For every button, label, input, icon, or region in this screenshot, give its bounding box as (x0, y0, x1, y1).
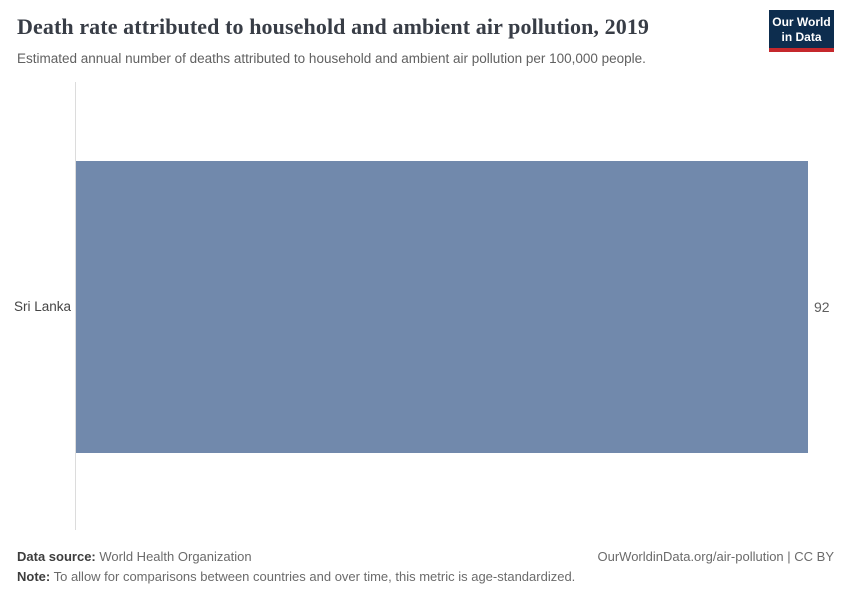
y-axis-line (75, 82, 76, 530)
note-label: Note: (17, 569, 51, 584)
owid-logo[interactable]: Our World in Data (769, 10, 834, 52)
plot-area (76, 161, 808, 453)
note-line: Note: To allow for comparisons between c… (17, 569, 575, 585)
citation-link[interactable]: OurWorldinData.org/air-pollution | CC BY (597, 549, 834, 564)
note-value: To allow for comparisons between countri… (50, 569, 576, 584)
data-source-value: World Health Organization (95, 549, 252, 564)
bar-category-label: Sri Lanka (13, 299, 71, 314)
chart-subtitle: Estimated annual number of deaths attrib… (17, 51, 646, 66)
data-source-line: Data source: World Health Organization (17, 549, 252, 565)
owid-logo-line1: Our World (772, 15, 831, 29)
owid-logo-line2: in Data (781, 29, 822, 44)
chart-title: Death rate attributed to household and a… (17, 14, 650, 39)
data-source-label: Data source: (17, 549, 96, 564)
bar-value-label: 92 (814, 299, 830, 315)
bar[interactable] (76, 161, 808, 453)
